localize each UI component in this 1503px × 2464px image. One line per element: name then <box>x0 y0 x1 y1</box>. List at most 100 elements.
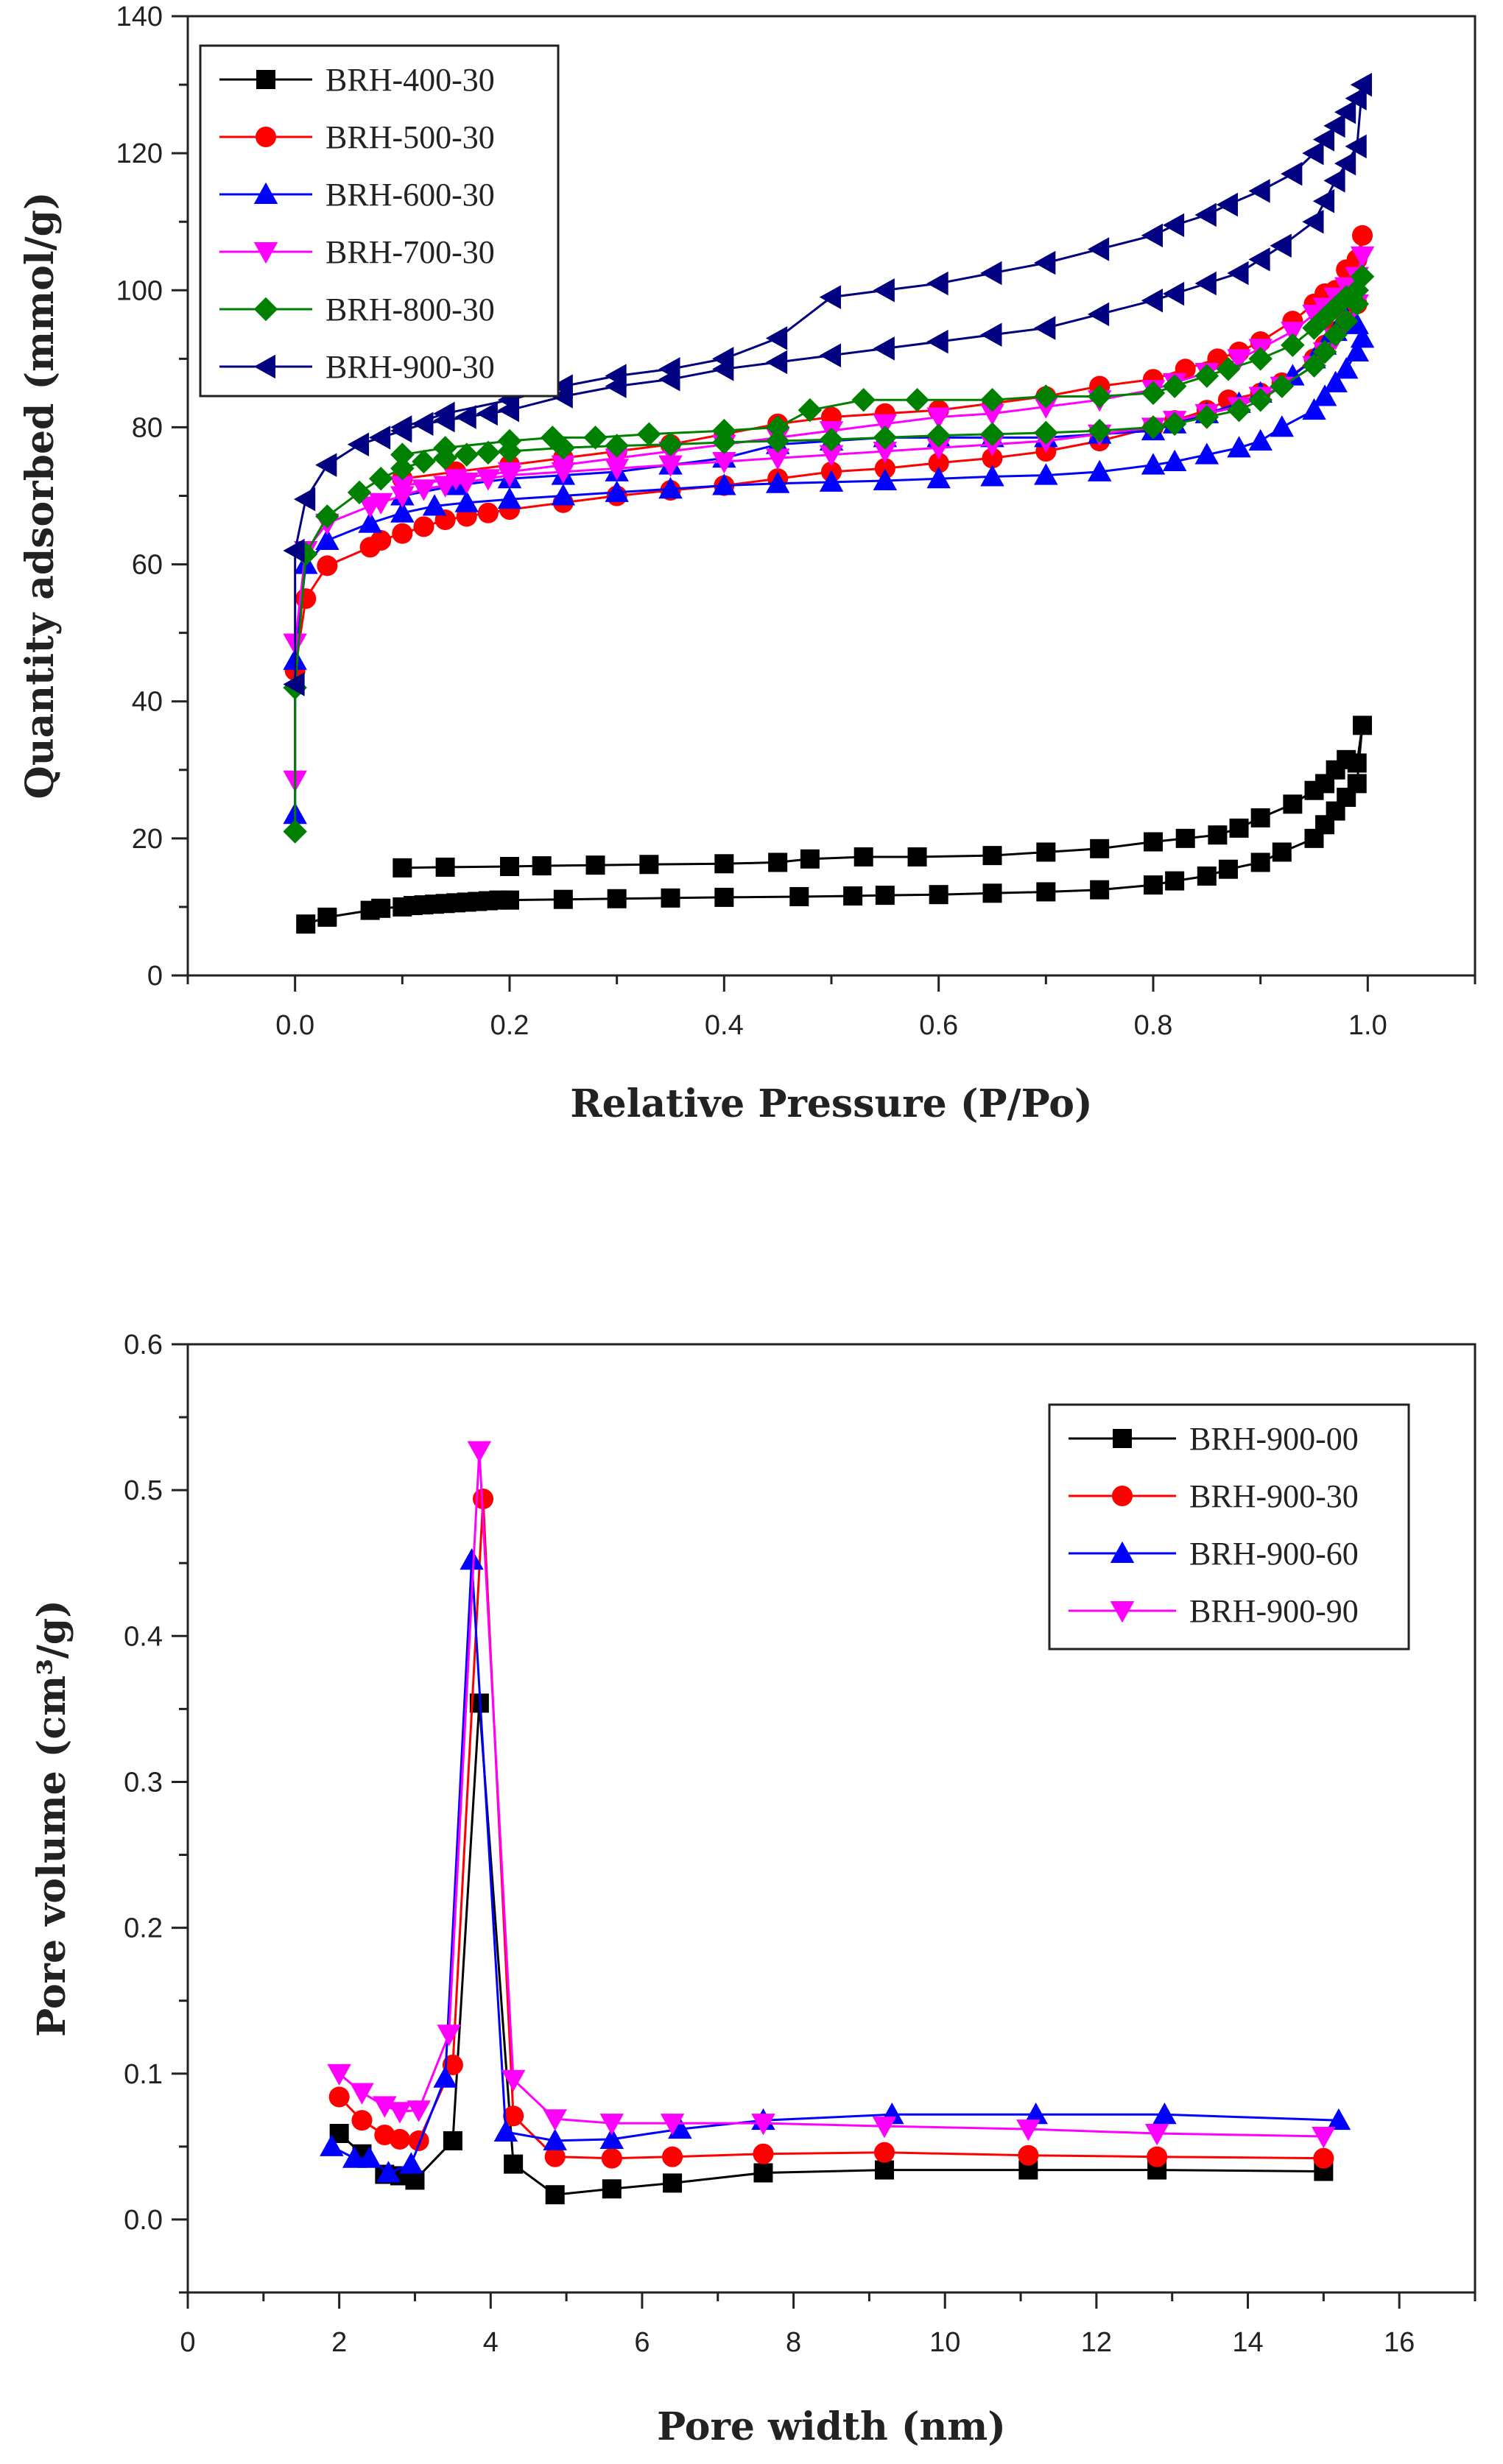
data-point <box>980 322 1002 347</box>
data-point <box>1227 349 1251 371</box>
data-point <box>371 898 391 918</box>
data-point <box>1034 384 1058 409</box>
data-point <box>433 401 455 426</box>
data-point <box>905 387 929 412</box>
legend-marker <box>255 126 277 148</box>
data-point <box>368 426 391 450</box>
data-point <box>1036 842 1056 862</box>
data-point <box>500 890 519 910</box>
data-point <box>351 2110 373 2131</box>
data-point <box>751 2114 775 2136</box>
data-point <box>443 469 468 491</box>
data-point <box>405 2170 425 2190</box>
data-point <box>768 852 788 872</box>
data-point <box>1034 463 1058 485</box>
data-point <box>1141 415 1166 440</box>
data-point <box>328 2086 350 2108</box>
data-point <box>296 914 316 934</box>
data-point <box>503 2105 524 2127</box>
data-point <box>1347 774 1367 794</box>
data-point <box>1304 780 1324 800</box>
data-point <box>874 2160 894 2180</box>
legend-label: BRH-600-30 <box>325 177 495 213</box>
series-line <box>338 1703 1324 2196</box>
data-point <box>1345 312 1370 334</box>
data-point <box>1334 100 1356 124</box>
data-point <box>551 484 576 506</box>
data-point <box>544 2146 566 2167</box>
data-point <box>551 374 573 398</box>
legend: BRH-400-30 BRH-500-30 BRH-600-30 BRH-700-30… <box>199 44 560 398</box>
data-point <box>585 855 605 875</box>
data-point <box>1016 2119 1041 2142</box>
data-point <box>315 453 337 477</box>
data-point <box>497 487 522 509</box>
data-point <box>283 819 307 844</box>
data-point <box>1141 453 1166 475</box>
data-point <box>1302 316 1326 340</box>
data-point <box>1087 459 1112 481</box>
legend-marker <box>1110 1541 1135 1563</box>
data-point <box>1248 347 1273 371</box>
data-point <box>1162 412 1187 437</box>
data-point <box>1334 151 1356 176</box>
data-point <box>872 2117 897 2139</box>
y-axis-title: Quantity adsorbed (mmol/g) <box>18 191 63 799</box>
x-tick-label: 0.0 <box>275 1010 314 1041</box>
data-point <box>661 888 680 908</box>
data-point <box>1334 357 1359 379</box>
data-point <box>551 455 576 477</box>
data-point <box>437 2024 461 2047</box>
data-point <box>543 2128 567 2150</box>
data-point <box>1087 418 1112 443</box>
data-point <box>454 405 476 429</box>
data-point <box>460 1548 484 1570</box>
x-tick-label: 0 <box>180 2327 195 2358</box>
data-point <box>926 271 948 296</box>
data-point <box>1270 415 1295 437</box>
legend-label: BRH-500-30 <box>325 119 495 155</box>
pore-distribution-chart: 0 2 4 6 8 10 12 14 16 0.0 0.1 0.2 0.3 0.4 0.5 0.6 Pore w… <box>29 1330 1476 2449</box>
data-point <box>454 442 479 467</box>
data-point <box>390 442 415 467</box>
data-point <box>399 2152 423 2174</box>
data-point <box>497 428 522 453</box>
data-point <box>1312 127 1335 152</box>
series-BRH-900-00 <box>329 1693 1334 2205</box>
legend: BRH-900-00 BRH-900-30 BRH-900-60 BRH-900-90 <box>1048 1403 1410 1651</box>
data-point <box>660 2114 685 2136</box>
data-point <box>541 426 565 450</box>
data-point <box>1248 387 1273 412</box>
data-point <box>412 412 434 437</box>
data-point <box>982 883 1002 903</box>
data-point <box>982 846 1002 866</box>
data-point <box>1272 842 1292 862</box>
data-point <box>1323 169 1345 193</box>
x-tick-label: 2 <box>331 2327 347 2358</box>
y-tick-label: 0.3 <box>124 1767 163 1798</box>
data-point <box>1227 436 1251 458</box>
data-point <box>926 407 951 429</box>
legend-label: BRH-900-30 <box>325 349 495 385</box>
legend-label: BRH-700-30 <box>325 234 495 270</box>
data-point <box>1034 420 1058 445</box>
data-point <box>583 426 608 450</box>
data-point <box>1162 449 1187 471</box>
data-point <box>1313 2147 1334 2169</box>
data-point <box>442 2054 463 2075</box>
legend-label: BRH-900-30 <box>1189 1478 1359 1514</box>
data-point <box>370 529 392 551</box>
data-point <box>1197 866 1217 886</box>
data-point <box>605 480 629 502</box>
data-point <box>605 448 629 470</box>
data-point <box>819 445 844 467</box>
data-point <box>1216 357 1241 381</box>
data-point <box>387 2102 412 2124</box>
data-point <box>765 428 790 453</box>
data-point <box>753 2143 774 2164</box>
data-point <box>714 854 734 874</box>
data-point <box>1147 2146 1168 2167</box>
data-point <box>1208 825 1228 845</box>
data-point <box>504 2154 524 2174</box>
